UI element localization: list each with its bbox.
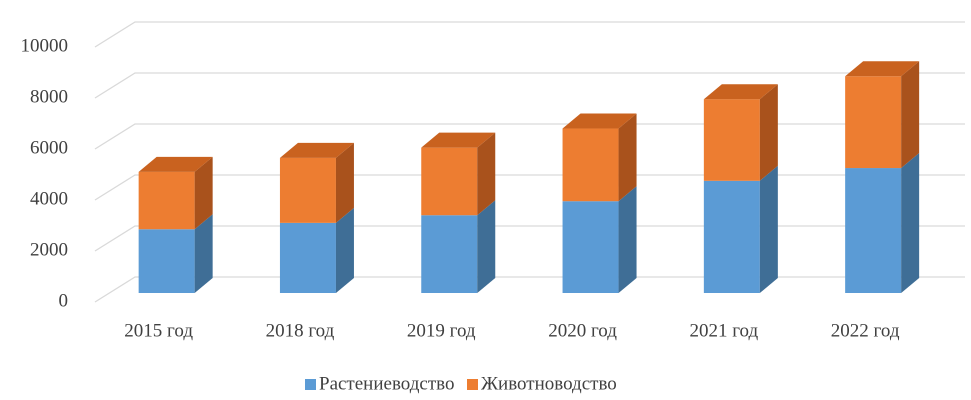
bar-top [421,132,496,148]
bar-side [335,207,354,293]
bar-side [618,113,637,202]
grid-line [94,174,965,201]
bar-side [477,200,496,293]
x-tick-label: 2022 год [831,320,900,341]
bar-top [279,142,354,158]
grid-line [94,123,965,150]
bar-side [477,132,496,216]
bar [279,222,336,293]
grid-line [94,276,965,303]
bar-side [759,84,778,181]
bar-top [703,84,778,100]
legend-label: Животноводство [481,373,617,394]
y-tick-label: 6000 [30,137,68,158]
bar-top [562,113,637,129]
x-tick-label: 2020 год [548,320,617,341]
x-tick-label: 2018 год [266,320,335,341]
grid-line [94,225,965,252]
legend-swatch [305,379,316,390]
legend-label: Растениеводство [319,373,454,394]
y-tick-label: 2000 [30,239,68,260]
bar [562,128,619,202]
bar-side [759,165,778,293]
x-tick-label: 2015 год [124,320,193,341]
bar-side [194,214,213,293]
y-tick-label: 4000 [30,188,68,209]
bar-side [194,156,213,230]
bar [703,99,760,181]
bar [845,76,902,169]
bar-side [335,142,354,223]
bar [279,157,336,223]
y-tick-label: 10000 [21,35,69,56]
bar [845,168,902,293]
bar [421,215,478,293]
x-tick-label: 2021 год [689,320,758,341]
y-tick-label: 8000 [30,86,68,107]
y-tick-label: 0 [59,290,69,311]
bar-top [138,156,213,172]
grid-line [94,72,965,99]
bar-top [845,61,920,77]
legend-swatch [467,379,478,390]
bar [138,171,195,230]
bar-side [901,153,920,293]
grid-line [94,21,965,48]
bar [138,229,195,293]
bar [562,201,619,293]
bar [421,147,478,216]
bar [703,180,760,293]
bar-side [901,61,920,169]
x-tick-label: 2019 год [407,320,476,341]
bar-side [618,186,637,293]
